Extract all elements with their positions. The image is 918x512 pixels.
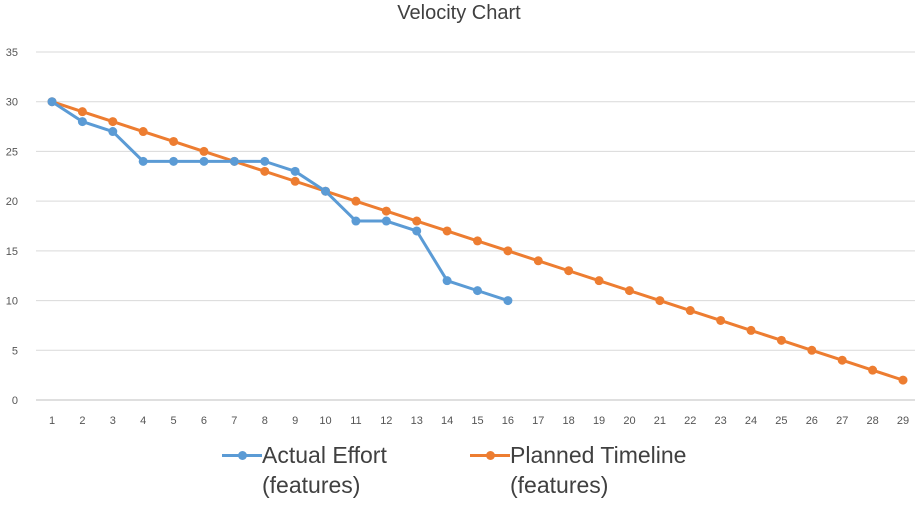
data-point-planned-timeline — [564, 266, 574, 276]
data-point-actual-effort — [321, 186, 331, 196]
x-tick-label: 17 — [532, 415, 544, 427]
data-point-planned-timeline — [503, 246, 513, 256]
data-point-planned-timeline — [199, 146, 209, 156]
data-point-planned-timeline — [473, 236, 482, 246]
data-point-actual-effort — [381, 216, 391, 226]
legend: Actual Effort (features) Planned Timelin… — [0, 440, 918, 512]
x-tick-label: 26 — [806, 415, 818, 427]
y-tick-label: 20 — [6, 196, 18, 208]
y-tick-label: 30 — [6, 97, 18, 109]
data-point-actual-effort — [503, 296, 513, 306]
series-line-actual-effort — [50, 100, 510, 303]
data-point-actual-effort — [229, 156, 239, 166]
data-point-planned-timeline — [776, 335, 786, 345]
data-point-actual-effort — [412, 226, 422, 236]
x-tick-label: 25 — [775, 415, 787, 427]
x-tick-label: 19 — [593, 415, 605, 427]
legend-swatch-planned-timeline — [470, 446, 510, 464]
chart-title: Velocity Chart — [397, 2, 521, 24]
data-point-actual-effort — [77, 117, 87, 127]
data-point-actual-effort — [138, 156, 148, 166]
y-tick-label: 35 — [6, 47, 18, 59]
y-tick-label: 15 — [6, 246, 18, 258]
x-tick-label: 4 — [140, 415, 146, 427]
x-tick-label: 23 — [715, 415, 727, 427]
data-point-actual-effort — [169, 156, 179, 166]
x-tick-label: 13 — [411, 415, 423, 427]
data-point-planned-timeline — [290, 176, 300, 186]
legend-item-planned-timeline: Planned Timeline (features) — [470, 440, 710, 500]
data-point-planned-timeline — [898, 375, 908, 385]
y-tick-label: 25 — [6, 146, 18, 158]
data-point-actual-effort — [108, 127, 118, 137]
y-tick-label: 10 — [6, 296, 18, 308]
x-tick-label: 1 — [49, 415, 55, 427]
x-tick-label: 29 — [897, 415, 909, 427]
x-tick-label: 15 — [471, 415, 483, 427]
data-point-actual-effort — [47, 97, 57, 107]
x-tick-label: 20 — [623, 415, 635, 427]
x-tick-label: 12 — [380, 415, 392, 427]
x-tick-label: 18 — [563, 415, 575, 427]
data-point-planned-timeline — [169, 136, 179, 146]
x-tick-label: 8 — [262, 415, 268, 427]
y-tick-label: 5 — [12, 345, 18, 357]
legend-item-actual-effort: Actual Effort (features) — [222, 440, 462, 500]
data-point-planned-timeline — [716, 315, 726, 325]
data-point-actual-effort — [442, 276, 452, 286]
data-point-planned-timeline — [746, 325, 756, 335]
data-point-planned-timeline — [77, 107, 87, 117]
data-point-planned-timeline — [533, 256, 543, 266]
x-tick-label: 3 — [110, 415, 116, 427]
x-tick-label: 24 — [745, 415, 757, 427]
x-tick-label: 28 — [866, 415, 878, 427]
x-tick-label: 11 — [350, 415, 361, 427]
legend-swatch-actual-effort — [222, 446, 262, 464]
y-tick-label: 0 — [12, 395, 18, 407]
data-point-planned-timeline — [138, 127, 148, 137]
x-tick-label: 2 — [79, 415, 85, 427]
data-point-planned-timeline — [594, 276, 604, 286]
data-point-actual-effort — [260, 156, 270, 166]
data-point-planned-timeline — [260, 166, 270, 176]
x-tick-label: 14 — [441, 415, 453, 427]
data-point-planned-timeline — [381, 206, 391, 216]
data-point-planned-timeline — [685, 306, 695, 316]
x-tick-label: 22 — [684, 415, 696, 427]
x-tick-label: 6 — [201, 415, 207, 427]
data-point-actual-effort — [473, 286, 482, 296]
data-point-planned-timeline — [868, 365, 878, 375]
data-point-planned-timeline — [412, 216, 422, 226]
x-tick-label: 10 — [319, 415, 331, 427]
data-point-actual-effort — [199, 156, 209, 166]
legend-label-actual-effort: Actual Effort (features) — [262, 442, 387, 498]
data-point-actual-effort — [290, 166, 300, 176]
data-point-planned-timeline — [108, 117, 118, 127]
data-point-planned-timeline — [655, 296, 665, 306]
data-point-actual-effort — [351, 216, 361, 226]
legend-label-planned-timeline: Planned Timeline (features) — [510, 442, 687, 498]
x-tick-label: 27 — [836, 415, 848, 427]
data-point-planned-timeline — [807, 345, 817, 355]
x-tick-label: 9 — [292, 415, 298, 427]
data-point-planned-timeline — [624, 286, 634, 296]
x-tick-label: 21 — [654, 415, 666, 427]
x-tick-label: 16 — [502, 415, 514, 427]
x-tick-label: 7 — [231, 415, 237, 427]
data-point-planned-timeline — [442, 226, 452, 236]
data-point-planned-timeline — [351, 196, 361, 206]
x-tick-label: 5 — [171, 415, 177, 427]
data-point-planned-timeline — [837, 355, 847, 365]
